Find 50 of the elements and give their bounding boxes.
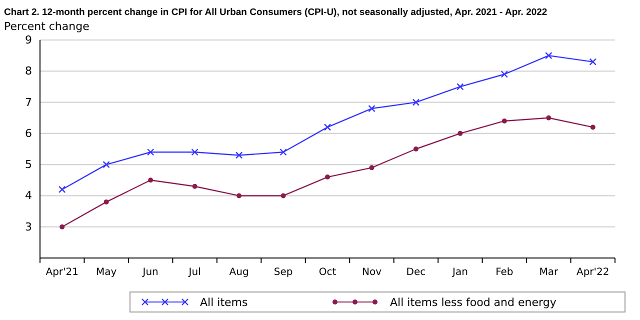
point xyxy=(456,83,464,90)
x-tick-label: May xyxy=(96,267,117,278)
point xyxy=(500,70,508,78)
point xyxy=(589,58,596,66)
x-tick-label: Feb xyxy=(496,267,514,278)
point xyxy=(412,98,420,106)
point xyxy=(546,115,552,120)
x-tick-label: Mar xyxy=(539,267,559,278)
x-tick-label: Oct xyxy=(318,267,336,278)
point xyxy=(192,184,198,189)
point xyxy=(148,178,154,183)
point xyxy=(104,199,109,204)
point xyxy=(458,130,463,136)
x-tick-label: Apr'21 xyxy=(46,267,79,278)
point xyxy=(325,174,330,180)
point xyxy=(324,124,332,131)
y-tick-label: 5 xyxy=(25,158,32,172)
y-tick-label: 6 xyxy=(25,126,32,140)
point xyxy=(60,224,65,230)
point xyxy=(191,148,198,156)
point xyxy=(102,160,110,168)
x-tick-label: Dec xyxy=(406,267,426,278)
x-tick-label: Nov xyxy=(362,267,382,278)
point xyxy=(369,165,374,170)
point xyxy=(58,186,66,194)
y-tick-label: 7 xyxy=(25,96,32,109)
x-tick-label: Sep xyxy=(274,267,293,278)
point xyxy=(368,104,376,112)
y-tick-label: 3 xyxy=(25,220,32,234)
point xyxy=(146,148,154,156)
legend-label: All items less food and energy xyxy=(390,296,557,309)
y-axis-title: Percent change xyxy=(4,20,90,33)
point xyxy=(280,193,286,198)
chart-title: Chart 2. 12-month percent change in CPI for All Urban Consumers (CPI-U), not seasonally adjusted, Apr. 2021 - Apr. 2022 xyxy=(4,7,548,18)
point xyxy=(413,146,418,152)
legend-label: All items xyxy=(200,296,248,309)
point xyxy=(236,193,242,198)
point xyxy=(502,118,507,124)
y-tick-label: 8 xyxy=(25,64,32,78)
point xyxy=(235,152,243,159)
x-tick-label: Jun xyxy=(142,267,158,278)
point xyxy=(590,124,596,130)
x-tick-label: Aug xyxy=(229,267,249,278)
point xyxy=(545,52,552,60)
x-tick-label: Jan xyxy=(451,267,468,278)
point xyxy=(280,148,287,156)
x-tick-label: Jul xyxy=(188,267,201,278)
y-tick-label: 9 xyxy=(25,34,32,47)
x-tick-label: Apr'22 xyxy=(576,267,610,278)
y-tick-label: 4 xyxy=(25,189,32,202)
